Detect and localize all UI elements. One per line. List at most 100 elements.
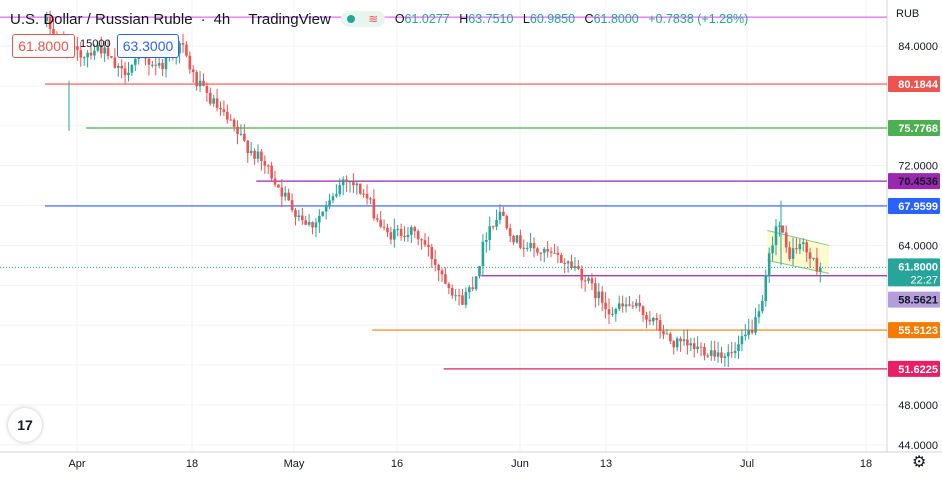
candle-body: [226, 111, 229, 120]
level-price-tag: [888, 173, 940, 190]
candle-body: [556, 252, 560, 255]
candle-body: [474, 276, 478, 289]
candle-body: [256, 151, 260, 159]
candle-body: [542, 248, 546, 253]
candle-body: [447, 283, 451, 288]
candle-body: [648, 319, 652, 322]
candle-body: [563, 262, 567, 264]
candle-body: [818, 268, 822, 272]
candle-body: [713, 350, 716, 357]
candle-body: [116, 65, 120, 68]
close-value: 61.8000: [593, 12, 639, 26]
candle-body: [277, 184, 280, 188]
candle-body: [784, 232, 788, 248]
candle-body: [243, 133, 246, 141]
symbol-title[interactable]: U.S. Dollar / Russian Ruble: [10, 10, 193, 28]
buy-price-box[interactable]: 63.3000: [117, 34, 179, 58]
candle-body: [154, 64, 158, 66]
candle-body: [181, 43, 185, 45]
candle-body: [212, 98, 215, 104]
candle-body: [208, 92, 212, 104]
candle-body: [82, 57, 86, 59]
spread-value: 15000: [80, 38, 111, 50]
candle-body: [427, 244, 430, 247]
level-price-tag: [888, 322, 940, 339]
candle-body: [788, 247, 791, 259]
candle-body: [76, 46, 79, 51]
candle-body: [266, 165, 270, 167]
candle-body: [263, 160, 267, 166]
currency-label[interactable]: RUB: [896, 8, 920, 20]
title-separator: ·: [200, 10, 206, 28]
candle-body: [52, 28, 55, 35]
candle-body: [362, 193, 365, 195]
candle-body: [682, 339, 686, 342]
candle-body: [600, 291, 604, 303]
price-tick-label: 48.0000: [898, 400, 938, 412]
low-key: L: [522, 12, 530, 26]
candle-body: [410, 227, 413, 235]
candle-body: [372, 199, 376, 219]
candle-body: [99, 45, 103, 54]
candle-body: [744, 334, 747, 337]
candle-body: [127, 72, 130, 76]
price-tick-label: 72.0000: [898, 161, 938, 173]
time-tick-label: Jul: [740, 458, 754, 470]
candle-body: [604, 302, 607, 310]
change-value: +0.7838 (+1.28%): [648, 12, 749, 26]
candle-body: [805, 242, 808, 253]
candle-body: [440, 270, 444, 275]
candle-body: [450, 287, 454, 296]
high-key: H: [459, 12, 469, 26]
level-price-tag: [888, 291, 940, 308]
candle-body: [205, 85, 209, 93]
level-price-label: 75.7768: [898, 123, 938, 135]
candle-body: [502, 211, 505, 216]
countdown-label: 22:27: [910, 274, 938, 286]
candle-body: [270, 165, 273, 179]
candle-body: [260, 151, 263, 161]
candle-body: [365, 193, 369, 199]
sell-price-box[interactable]: 61.8000: [12, 34, 75, 58]
candle-body: [467, 287, 471, 293]
candle-body: [655, 317, 659, 321]
candle-body: [423, 240, 427, 245]
gear-icon[interactable]: ⚙: [912, 454, 927, 471]
level-price-label: 58.5621: [898, 295, 938, 307]
candle-body: [236, 126, 239, 134]
candle-body: [508, 228, 512, 237]
candle-body: [774, 226, 778, 246]
flag-pattern-fill: [767, 230, 829, 274]
candles-group: [45, 10, 822, 368]
candle-body: [764, 275, 768, 302]
candle-body: [290, 200, 294, 211]
candle-body: [222, 109, 226, 112]
candle-body: [611, 313, 614, 315]
level-price-label: 70.4536: [898, 176, 938, 188]
candle-body: [478, 266, 481, 277]
level-price-label: 80.1844: [898, 79, 939, 91]
candle-body: [594, 283, 597, 299]
interval-label[interactable]: 4h: [213, 10, 231, 28]
candle-body: [505, 215, 509, 229]
candle-body: [553, 252, 556, 254]
candle-body: [675, 338, 679, 348]
candle-body: [314, 222, 318, 228]
candle-body: [812, 257, 815, 259]
candle-body: [338, 185, 342, 195]
candle-body: [536, 248, 539, 253]
candle-body: [808, 252, 812, 259]
candle-body: [399, 228, 403, 237]
market-status-pill[interactable]: ≋: [340, 11, 385, 27]
close-key: C: [584, 12, 594, 26]
candle-body: [580, 268, 584, 281]
candle-body: [386, 227, 389, 233]
candle-body: [631, 305, 635, 307]
candle-body: [93, 50, 96, 56]
tradingview-logo[interactable]: 17: [8, 408, 42, 442]
candle-body: [416, 231, 420, 240]
candle-body: [311, 221, 314, 228]
candle-body: [321, 211, 325, 216]
